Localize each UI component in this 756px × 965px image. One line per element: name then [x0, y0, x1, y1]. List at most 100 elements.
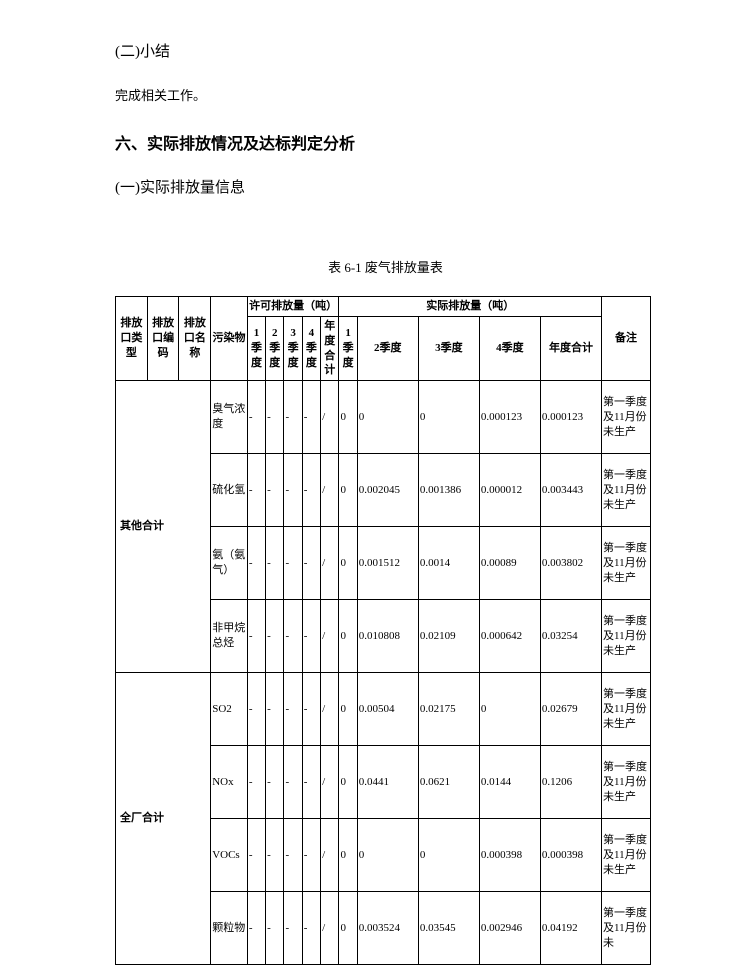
th-a-q4: 4季度 — [479, 316, 540, 380]
cell-pollutant: SO2 — [211, 673, 248, 746]
subheading-actual-emission: (一)实际排放量信息 — [115, 176, 656, 197]
cell-a4: 0.002946 — [479, 892, 540, 965]
cell-ayr: 0.02679 — [540, 673, 601, 746]
cell-a3: 0.0014 — [418, 527, 479, 600]
cell-p2: - — [266, 819, 284, 892]
cell-p3: - — [284, 746, 302, 819]
cell-p2: - — [266, 892, 284, 965]
th-p-q4: 4季度 — [302, 316, 320, 380]
cell-pyr: / — [321, 381, 339, 454]
subheading-summary: (二)小结 — [115, 40, 656, 61]
cell-ayr: 0.003802 — [540, 527, 601, 600]
cell-a4: 0.000642 — [479, 600, 540, 673]
th-pollutant: 污染物 — [211, 297, 248, 381]
table-row: 全厂合计SO2----/00.005040.0217500.02679第一季度及… — [116, 673, 651, 746]
th-outlet-type: 排放口类型 — [116, 297, 148, 381]
cell-p4: - — [302, 454, 320, 527]
cell-pollutant: 颗粒物 — [211, 892, 248, 965]
cell-pollutant: NOx — [211, 746, 248, 819]
cell-a1: 0 — [339, 600, 357, 673]
cell-p4: - — [302, 527, 320, 600]
cell-pyr: / — [321, 454, 339, 527]
th-a-year: 年度合计 — [540, 316, 601, 380]
cell-note: 第一季度及11月份未生产 — [602, 673, 651, 746]
cell-p4: - — [302, 600, 320, 673]
cell-p4: - — [302, 746, 320, 819]
th-a-q1: 1季度 — [339, 316, 357, 380]
cell-pollutant: 非甲烷总烃 — [211, 600, 248, 673]
cell-p4: - — [302, 819, 320, 892]
cell-pollutant: 臭气浓度 — [211, 381, 248, 454]
group-label: 全厂合计 — [116, 673, 211, 965]
cell-ayr: 0.04192 — [540, 892, 601, 965]
cell-p2: - — [266, 746, 284, 819]
th-a-q2: 2季度 — [357, 316, 418, 380]
cell-a2: 0.010808 — [357, 600, 418, 673]
cell-ayr: 0.000398 — [540, 819, 601, 892]
cell-pyr: / — [321, 892, 339, 965]
cell-p3: - — [284, 527, 302, 600]
th-actual-group: 实际排放量（吨） — [339, 297, 602, 317]
cell-a1: 0 — [339, 454, 357, 527]
cell-note: 第一季度及11月份未生产 — [602, 454, 651, 527]
cell-pyr: / — [321, 673, 339, 746]
th-permitted-group: 许可排放量（吨） — [247, 297, 339, 317]
cell-p1: - — [247, 600, 265, 673]
cell-ayr: 0.000123 — [540, 381, 601, 454]
cell-a3: 0 — [418, 819, 479, 892]
cell-p2: - — [266, 600, 284, 673]
cell-pyr: / — [321, 746, 339, 819]
cell-pollutant: 硫化氢 — [211, 454, 248, 527]
cell-note: 第一季度及11月份未生产 — [602, 527, 651, 600]
table-title: 表 6-1 废气排放量表 — [115, 257, 656, 276]
cell-note: 第一季度及11月份未生产 — [602, 381, 651, 454]
th-a-q3: 3季度 — [418, 316, 479, 380]
th-p-q1: 1季度 — [247, 316, 265, 380]
cell-note: 第一季度及11月份未生产 — [602, 600, 651, 673]
cell-a2: 0.003524 — [357, 892, 418, 965]
cell-a1: 0 — [339, 527, 357, 600]
cell-a1: 0 — [339, 673, 357, 746]
cell-a3: 0.03545 — [418, 892, 479, 965]
th-outlet-code: 排放口编码 — [147, 297, 179, 381]
cell-p1: - — [247, 454, 265, 527]
cell-ayr: 0.03254 — [540, 600, 601, 673]
body-text: 完成相关工作。 — [115, 85, 656, 104]
table-head: 排放口类型 排放口编码 排放口名称 污染物 许可排放量（吨） 实际排放量（吨） … — [116, 297, 651, 381]
cell-a3: 0.001386 — [418, 454, 479, 527]
cell-p2: - — [266, 527, 284, 600]
cell-a2: 0.00504 — [357, 673, 418, 746]
cell-p3: - — [284, 819, 302, 892]
cell-p4: - — [302, 673, 320, 746]
cell-p1: - — [247, 819, 265, 892]
cell-pyr: / — [321, 819, 339, 892]
th-outlet-name: 排放口名称 — [179, 297, 211, 381]
cell-a1: 0 — [339, 381, 357, 454]
cell-a3: 0.02175 — [418, 673, 479, 746]
cell-a2: 0.002045 — [357, 454, 418, 527]
cell-p1: - — [247, 381, 265, 454]
cell-a4: 0 — [479, 673, 540, 746]
cell-p1: - — [247, 673, 265, 746]
cell-p4: - — [302, 381, 320, 454]
cell-pyr: / — [321, 600, 339, 673]
table-body: 其他合计臭气浓度----/0000.0001230.000123第一季度及11月… — [116, 381, 651, 965]
cell-p1: - — [247, 746, 265, 819]
th-p-year: 年度合计 — [321, 316, 339, 380]
cell-p1: - — [247, 527, 265, 600]
heading-section-6: 六、实际排放情况及达标判定分析 — [115, 130, 656, 154]
group-label: 其他合计 — [116, 381, 211, 673]
cell-p2: - — [266, 381, 284, 454]
cell-p3: - — [284, 454, 302, 527]
cell-note: 第一季度及11月份未生产 — [602, 746, 651, 819]
cell-a3: 0.0621 — [418, 746, 479, 819]
cell-p1: - — [247, 892, 265, 965]
cell-pollutant: 氨（氨气） — [211, 527, 248, 600]
th-p-q3: 3季度 — [284, 316, 302, 380]
cell-p3: - — [284, 892, 302, 965]
cell-a2: 0 — [357, 381, 418, 454]
cell-a1: 0 — [339, 819, 357, 892]
cell-note: 第一季度及11月份未 — [602, 892, 651, 965]
th-p-q2: 2季度 — [266, 316, 284, 380]
cell-a4: 0.000398 — [479, 819, 540, 892]
